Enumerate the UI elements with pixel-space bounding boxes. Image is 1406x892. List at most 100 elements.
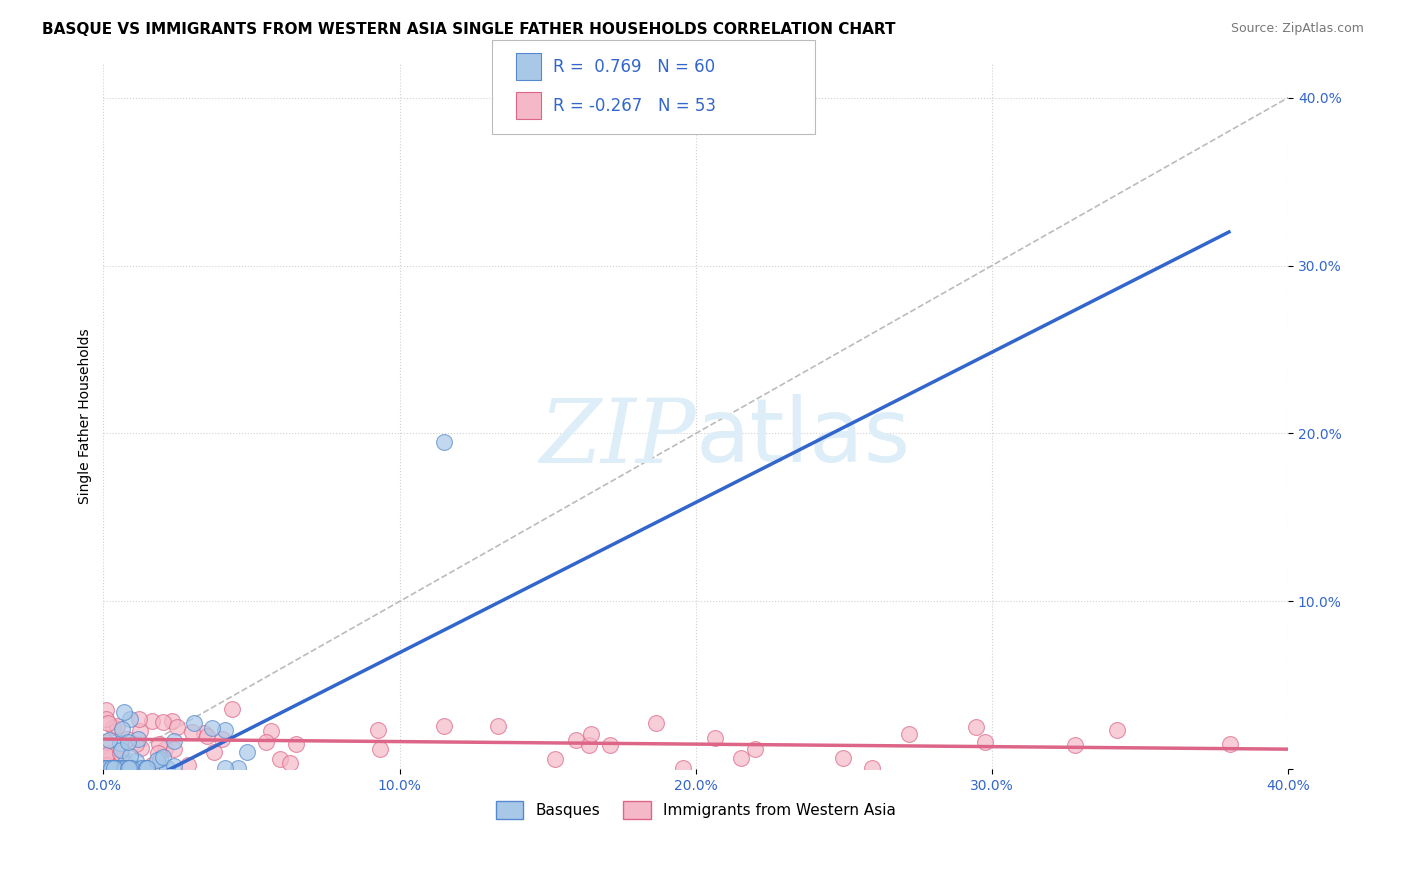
Point xyxy=(141,758,163,772)
Point xyxy=(486,719,509,733)
Point xyxy=(100,761,122,775)
Point xyxy=(129,724,152,739)
Point xyxy=(195,729,218,743)
Point xyxy=(96,761,118,775)
Point xyxy=(599,738,621,752)
Point xyxy=(98,761,121,775)
Point xyxy=(98,751,121,765)
Point xyxy=(183,716,205,731)
Point xyxy=(672,761,695,775)
Point xyxy=(120,748,142,763)
Point xyxy=(278,756,301,770)
Point xyxy=(1219,737,1241,751)
Point xyxy=(103,761,125,775)
Point xyxy=(131,761,153,775)
Point xyxy=(97,761,120,775)
Point xyxy=(163,733,186,747)
Point xyxy=(578,739,600,753)
Point xyxy=(152,749,174,764)
Point xyxy=(149,761,172,775)
Point xyxy=(730,751,752,765)
Point xyxy=(96,747,118,762)
Point xyxy=(125,754,148,768)
Point xyxy=(146,753,169,767)
Legend: Basques, Immigrants from Western Asia: Basques, Immigrants from Western Asia xyxy=(489,796,901,825)
Point xyxy=(107,761,129,775)
Point xyxy=(269,751,291,765)
Point xyxy=(110,753,132,767)
Point xyxy=(181,725,204,739)
Point xyxy=(744,742,766,756)
Point xyxy=(96,712,118,726)
Point xyxy=(108,761,131,775)
Point xyxy=(163,741,186,756)
Point xyxy=(114,756,136,771)
Point xyxy=(103,761,125,775)
Point xyxy=(166,720,188,734)
Point xyxy=(117,761,139,775)
Point xyxy=(221,702,243,716)
Point xyxy=(128,761,150,775)
Point xyxy=(155,741,177,756)
Point xyxy=(211,732,233,747)
Point xyxy=(235,745,257,759)
Point xyxy=(162,758,184,772)
Point xyxy=(120,712,142,726)
Point xyxy=(152,715,174,730)
Point xyxy=(105,761,128,775)
Point xyxy=(96,735,118,749)
Point xyxy=(135,761,157,775)
Point xyxy=(110,743,132,757)
Point xyxy=(544,752,567,766)
Point xyxy=(832,751,855,765)
Point xyxy=(129,741,152,756)
Point xyxy=(136,761,159,775)
Point xyxy=(645,716,668,731)
Point xyxy=(201,721,224,735)
Point xyxy=(114,761,136,775)
Point xyxy=(122,761,145,775)
Point xyxy=(704,731,727,745)
Point xyxy=(115,732,138,747)
Point xyxy=(160,714,183,728)
Text: R = -0.267   N = 53: R = -0.267 N = 53 xyxy=(553,97,716,115)
Point xyxy=(117,761,139,775)
Point xyxy=(111,722,134,736)
Point xyxy=(96,703,118,717)
Point xyxy=(96,761,118,775)
Point xyxy=(177,758,200,772)
Point xyxy=(433,434,456,449)
Point xyxy=(97,715,120,730)
Point xyxy=(565,732,588,747)
Point xyxy=(108,746,131,760)
Point xyxy=(97,746,120,760)
Point xyxy=(284,737,307,751)
Point xyxy=(202,745,225,759)
Point xyxy=(97,732,120,747)
Point xyxy=(214,723,236,737)
Point xyxy=(367,723,389,738)
Point xyxy=(96,761,118,775)
Point xyxy=(112,761,135,775)
Text: atlas: atlas xyxy=(696,394,911,482)
Point xyxy=(368,742,391,756)
Point xyxy=(965,720,987,734)
Point xyxy=(98,761,121,775)
Point xyxy=(105,719,128,733)
Point xyxy=(149,752,172,766)
Point xyxy=(127,731,149,746)
Point xyxy=(860,761,883,775)
Point xyxy=(120,761,142,775)
Point xyxy=(898,726,921,740)
Text: BASQUE VS IMMIGRANTS FROM WESTERN ASIA SINGLE FATHER HOUSEHOLDS CORRELATION CHAR: BASQUE VS IMMIGRANTS FROM WESTERN ASIA S… xyxy=(42,22,896,37)
Point xyxy=(117,735,139,749)
Point xyxy=(1105,723,1128,737)
Point xyxy=(125,737,148,751)
Point xyxy=(1063,739,1085,753)
Point xyxy=(135,761,157,775)
Point xyxy=(101,761,124,775)
Y-axis label: Single Father Households: Single Father Households xyxy=(79,329,93,505)
Point xyxy=(108,736,131,750)
Point xyxy=(108,761,131,775)
Point xyxy=(107,761,129,775)
